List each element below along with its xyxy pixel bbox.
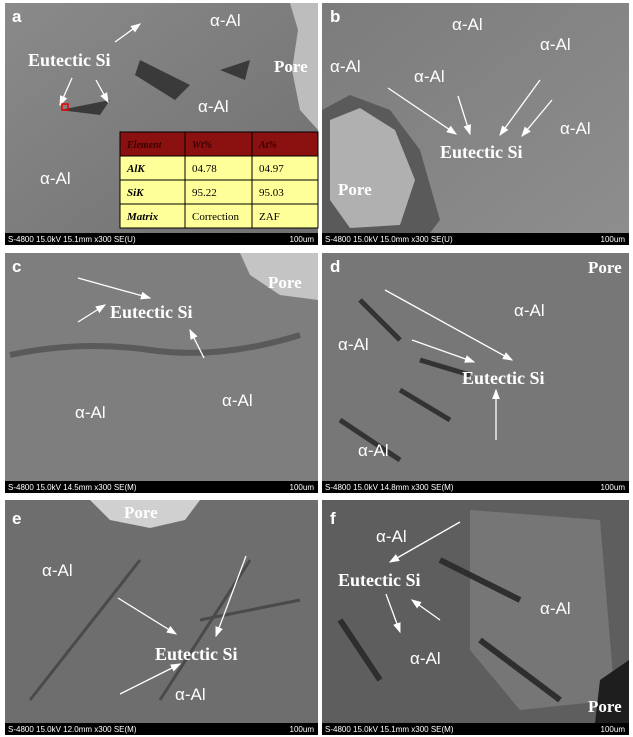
label: α-Al xyxy=(560,119,591,138)
scale-bar: 100um xyxy=(601,235,626,244)
panel-e: e Pore α-Al Eutectic Si α-Al S-4800 15.0… xyxy=(5,500,318,735)
label: α-Al xyxy=(42,561,73,580)
panel-letter: c xyxy=(12,257,21,276)
label: α-Al xyxy=(175,685,206,704)
scale-bar: 100um xyxy=(601,483,626,492)
panel-letter: e xyxy=(12,509,21,528)
info-bar: S-4800 15.0kV 12.0mm x300 SE(M) xyxy=(8,725,137,734)
label: Eutectic Si xyxy=(440,142,523,162)
table-header: At% xyxy=(258,140,277,151)
scale-bar: 100um xyxy=(290,235,315,244)
label: Pore xyxy=(268,273,302,292)
panel-letter: f xyxy=(330,509,336,528)
panel-letter: d xyxy=(330,257,340,276)
table-cell: 95.22 xyxy=(192,187,217,199)
panel-d: d Pore α-Al α-Al Eutectic Si α-Al S-4800… xyxy=(322,253,629,493)
scale-bar: 100um xyxy=(290,483,315,492)
table-cell: 04.97 xyxy=(259,163,284,175)
info-bar: S-4800 15.0kV 14.8mm x300 SE(M) xyxy=(325,483,454,492)
info-bar: S-4800 15.0kV 15.1mm x300 SE(M) xyxy=(325,725,454,734)
label: Pore xyxy=(588,697,622,716)
label: Eutectic Si xyxy=(110,302,193,322)
info-bar: S-4800 15.0kV 15.1mm x300 SE(U) xyxy=(8,235,136,244)
label: Pore xyxy=(274,57,308,76)
label: α-Al xyxy=(75,403,106,422)
label: α-Al xyxy=(330,57,361,76)
table-cell: SiK xyxy=(127,187,144,199)
panel-c: c Pore Eutectic Si α-Al α-Al S-4800 15.0… xyxy=(5,253,318,493)
panel-b: b α-Al α-Al α-Al α-Al α-Al Eutectic Si P… xyxy=(322,3,629,245)
label: α-Al xyxy=(198,97,229,116)
table-cell: Matrix xyxy=(126,211,159,223)
table-cell: 04.78 xyxy=(192,163,217,175)
table-cell: Correction xyxy=(192,211,240,223)
label: α-Al xyxy=(210,11,241,30)
label: α-Al xyxy=(414,67,445,86)
info-bar: S-4800 15.0kV 15.0mm x300 SE(U) xyxy=(325,235,453,244)
label: α-Al xyxy=(410,649,441,668)
label: α-Al xyxy=(514,301,545,320)
panel-f: f α-Al Eutectic Si α-Al α-Al Pore S-4800… xyxy=(322,500,629,735)
label: α-Al xyxy=(376,527,407,546)
label: α-Al xyxy=(358,441,389,460)
label: Pore xyxy=(124,503,158,522)
label: Eutectic Si xyxy=(338,570,421,590)
scale-bar: 100um xyxy=(601,725,626,734)
table-header: Element xyxy=(126,140,163,151)
panel-letter: b xyxy=(330,7,340,26)
label: Eutectic Si xyxy=(28,50,111,70)
table-header: Wt% xyxy=(192,140,212,151)
label: α-Al xyxy=(222,391,253,410)
panel-letter: a xyxy=(12,7,22,26)
table-cell: 95.03 xyxy=(259,187,284,199)
figure: a α-Al Eutectic Si Pore α-Al α-Al Elemen… xyxy=(0,0,633,737)
label: Pore xyxy=(588,258,622,277)
label: Pore xyxy=(338,180,372,199)
label: α-Al xyxy=(338,335,369,354)
panel-a: a α-Al Eutectic Si Pore α-Al α-Al Elemen… xyxy=(5,3,318,245)
table-cell: AlK xyxy=(126,163,145,175)
label: Eutectic Si xyxy=(155,644,238,664)
label: α-Al xyxy=(40,169,71,188)
label: α-Al xyxy=(540,35,571,54)
table-cell: ZAF xyxy=(259,211,280,223)
label: Eutectic Si xyxy=(462,368,545,388)
label: α-Al xyxy=(540,599,571,618)
label: α-Al xyxy=(452,15,483,34)
info-bar: S-4800 15.0kV 14.5mm x300 SE(M) xyxy=(8,483,137,492)
eds-table: Element Wt% At% AlK 04.78 04.97 SiK 95.2… xyxy=(120,132,318,228)
scale-bar: 100um xyxy=(290,725,315,734)
page: a α-Al Eutectic Si Pore α-Al α-Al Elemen… xyxy=(0,0,633,737)
